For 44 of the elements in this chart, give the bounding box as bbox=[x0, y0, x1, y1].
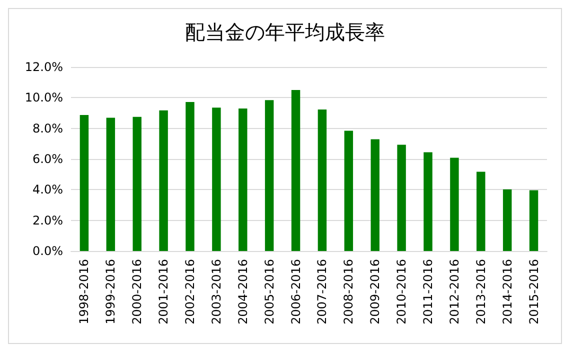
y-tick-label: 10.0% bbox=[24, 90, 63, 105]
x-tick-label: 2015-2016 bbox=[526, 259, 541, 324]
y-tick-label: 2.0% bbox=[32, 213, 63, 228]
x-tick-label: 2001-2016 bbox=[156, 259, 171, 324]
x-tick-label: 2004-2016 bbox=[236, 259, 250, 324]
bar bbox=[344, 130, 354, 251]
x-tick-label: 2012-2016 bbox=[447, 259, 462, 324]
x-tick-label: 2005-2016 bbox=[262, 259, 276, 324]
x-tick-label: 2009-2016 bbox=[368, 259, 382, 324]
bar bbox=[212, 108, 221, 251]
bar bbox=[397, 144, 406, 251]
x-tick-label: 2007-2016 bbox=[315, 259, 330, 324]
bar bbox=[529, 190, 538, 251]
x-tick-label: 1998-2016 bbox=[77, 259, 92, 324]
bar bbox=[291, 90, 300, 251]
y-tick-label: 4.0% bbox=[32, 182, 63, 197]
x-tick-label: 2011-2016 bbox=[421, 259, 435, 324]
x-tick-label: 2008-2016 bbox=[342, 259, 356, 324]
bar bbox=[159, 110, 168, 251]
y-tick-label: 0.0% bbox=[32, 244, 63, 258]
x-tick-label: 2010-2016 bbox=[394, 259, 409, 324]
x-tick-label: 1999-2016 bbox=[104, 259, 118, 324]
bar bbox=[238, 108, 248, 251]
bar bbox=[186, 102, 194, 251]
y-tick-label: 6.0% bbox=[32, 152, 63, 166]
bar bbox=[370, 139, 380, 251]
x-tick-label: 2006-2016 bbox=[288, 259, 303, 324]
y-tick-label: 12.0% bbox=[24, 60, 63, 74]
x-tick-label: 2003-2016 bbox=[209, 259, 224, 324]
bar bbox=[106, 118, 116, 251]
x-tick-label: 2002-2016 bbox=[183, 259, 197, 324]
bar bbox=[80, 114, 89, 251]
bar bbox=[424, 152, 432, 251]
bar bbox=[502, 189, 512, 251]
y-tick-label: 8.0% bbox=[32, 121, 63, 136]
bar bbox=[450, 158, 459, 251]
x-tick-label: 2000-2016 bbox=[130, 259, 144, 324]
bar bbox=[132, 116, 142, 251]
bar bbox=[264, 100, 274, 251]
bar bbox=[318, 109, 327, 251]
chart-title: 配当金の年平均成長率 bbox=[185, 20, 385, 44]
x-tick-label: 2013-2016 bbox=[474, 259, 488, 324]
bar bbox=[476, 172, 486, 251]
x-tick-label: 2014-2016 bbox=[500, 259, 514, 324]
